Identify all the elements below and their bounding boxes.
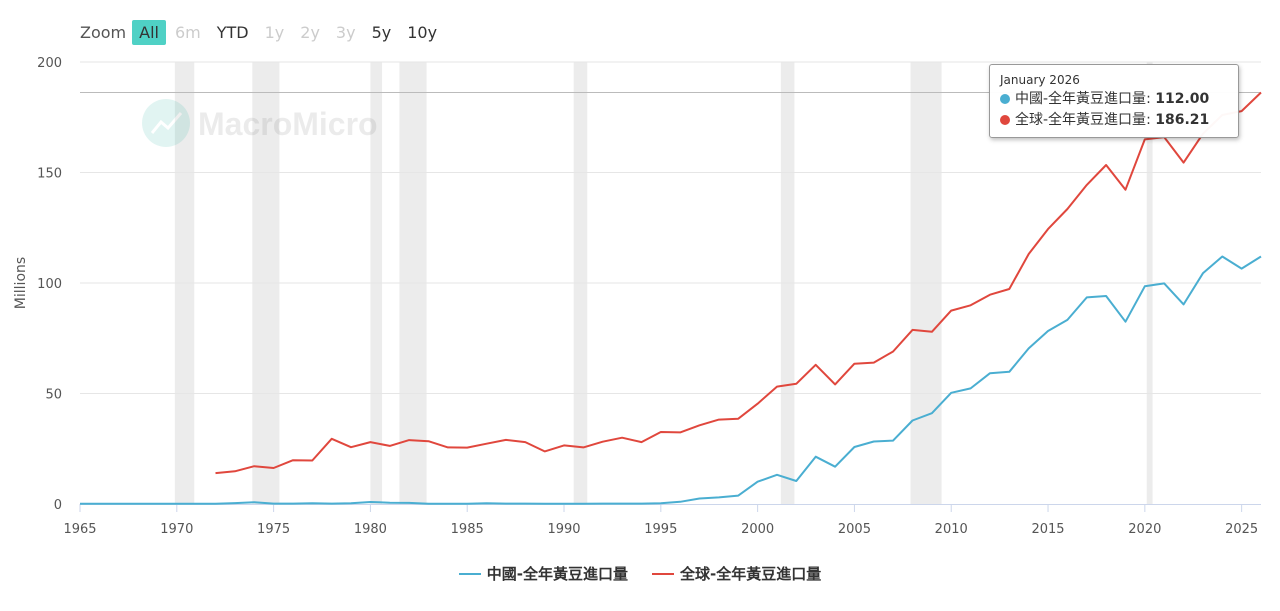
legend-item-global[interactable]: 全球-全年黃豆進口量 [652,563,821,584]
zoom-5y-button[interactable]: 5y [371,22,392,42]
zoom-2y-button[interactable]: 2y [300,22,320,42]
zoom-ytd-button[interactable]: YTD [216,22,249,42]
zoom-1y-button[interactable]: 1y [264,22,285,42]
tooltip-series-name: 全球-全年黃豆進口量 [1015,112,1147,128]
zoom-6m-button[interactable]: 6m [174,22,201,42]
x-tick-label: 1970 [160,522,193,537]
zoom-all-button[interactable]: All [132,19,166,45]
zoom-3y-button[interactable]: 3y [335,22,356,42]
legend-line-icon [458,572,481,575]
y-tick-label: 0 [54,498,62,513]
x-tick-label: 1975 [257,522,290,537]
x-tick-label: 2015 [1031,522,1064,537]
y-tick-label: 200 [37,56,62,71]
x-tick-label: 2010 [935,522,968,537]
tooltip-date: January 2026 [1000,73,1080,87]
tooltip-value: 186.21 [1155,112,1210,128]
watermark-text: MacroMicro [198,106,378,142]
global-series-dot [1000,115,1010,125]
x-tick-label: 1965 [63,522,96,537]
x-tick-label: 2005 [838,522,871,537]
x-tick-label: 1990 [547,522,580,537]
legend: 中國-全年黃豆進口量 全球-全年黃豆進口量 [0,563,1280,584]
legend-line-icon [652,572,674,575]
y-tick-label: 100 [37,277,62,292]
y-tick-label: 50 [45,388,62,403]
zoom-10y-button[interactable]: 10y [407,22,438,42]
x-tick-label: 1980 [354,522,387,537]
zoom-toolbar: Zoom All 6m YTD 1y 2y 3y 5y 10y [80,18,446,46]
x-tick-label: 2000 [741,522,774,537]
legend-item-china[interactable]: 中國-全年黃豆進口量 [458,563,628,584]
y-tick-label: 150 [37,167,62,182]
tooltip-row-global: 全球-全年黃豆進口量: 186.21 [1000,110,1228,131]
zoom-label: Zoom [80,22,127,42]
y-axis-label: Millions [13,257,29,309]
china-series-dot [1000,94,1010,104]
x-tick-label: 2025 [1225,522,1258,537]
legend-label: 中國-全年黃豆進口量 [486,565,628,583]
macromicro-watermark: MacroMicro [142,99,378,147]
legend-label: 全球-全年黃豆進口量 [680,565,822,583]
china-series-line [80,255,1262,505]
tooltip-value: 112.00 [1155,91,1210,107]
x-tick-label: 1995 [644,522,677,537]
global-series-line [215,91,1262,475]
x-tick-label: 1985 [451,522,484,537]
x-tick-label: 2020 [1128,522,1161,537]
tooltip: January 2026 中國-全年黃豆進口量: 112.00 全球-全年黃豆進… [989,64,1239,138]
tooltip-row-china: 中國-全年黃豆進口量: 112.00 [1000,89,1228,110]
tooltip-series-name: 中國-全年黃豆進口量 [1015,91,1147,107]
